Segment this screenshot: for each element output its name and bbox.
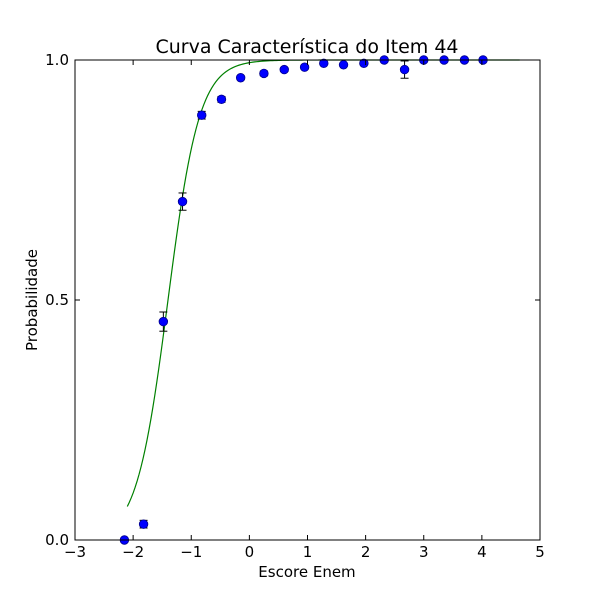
y-axis-label: Probabilidade	[23, 249, 41, 351]
x-tick-label: 3	[419, 543, 429, 561]
data-point	[338, 60, 349, 70]
data-point	[259, 68, 269, 79]
data-point	[299, 62, 310, 72]
data-point	[279, 64, 289, 75]
data-point	[158, 316, 169, 327]
curve-layer	[126, 59, 520, 507]
data-point	[216, 94, 227, 105]
y-axis-ticks: 0.0 0.5 1.0	[45, 51, 540, 549]
y-tick-label: 0.5	[45, 291, 69, 309]
data-point	[399, 64, 410, 75]
data-point	[177, 196, 188, 207]
point-layer	[119, 55, 488, 545]
x-tick-label: 0	[245, 543, 255, 561]
x-tick-label: 1	[303, 543, 313, 561]
data-point	[235, 73, 246, 83]
x-axis-label: Escore Enem	[258, 563, 355, 581]
data-point	[138, 519, 149, 529]
plot-frame	[74, 59, 541, 541]
y-tick-label: 0.0	[45, 531, 69, 549]
chart-title: Curva Característica do Item 44	[155, 36, 458, 58]
x-tick-label: 2	[361, 543, 371, 561]
data-point	[319, 58, 329, 69]
errorbar-layer	[139, 58, 488, 529]
x-tick-label: −1	[180, 543, 202, 561]
y-tick-label: 1.0	[45, 51, 69, 69]
data-point	[197, 110, 207, 120]
x-axis-ticks: −3 −2 −1 0 1 2 3 4 5	[64, 60, 545, 561]
x-tick-label: −2	[122, 543, 144, 561]
fitted-curve	[126, 59, 520, 507]
x-tick-label: 5	[535, 543, 545, 561]
x-tick-label: 4	[477, 543, 487, 561]
x-tick-label: −3	[64, 543, 86, 561]
